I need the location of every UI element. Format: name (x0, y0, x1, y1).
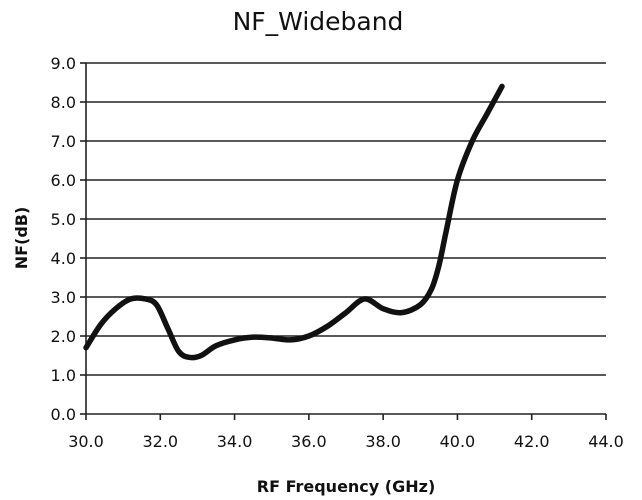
x-tick-label: 42.0 (514, 432, 550, 451)
axes (80, 62, 607, 420)
x-tick-label: 30.0 (68, 432, 104, 451)
chart-title: NF_Wideband (233, 7, 404, 36)
tick-labels: 0.0 1.0 2.0 3.0 4.0 5.0 6.0 7.0 8.0 9.0 30.0 32.0 34… (51, 54, 624, 451)
x-tick-label: 44.0 (588, 432, 624, 451)
nf-series-line (83, 83, 505, 361)
y-tick-label: 6.0 (51, 171, 76, 190)
x-tick-label: 34.0 (217, 432, 253, 451)
x-tick-label: 40.0 (440, 432, 476, 451)
y-tick-label: 4.0 (51, 249, 76, 268)
x-tick-label: 38.0 (365, 432, 401, 451)
y-axis-label: NF(dB) (12, 207, 31, 270)
y-tick-label: 8.0 (51, 93, 76, 112)
x-tick-label: 36.0 (291, 432, 327, 451)
y-tick-label: 9.0 (51, 54, 76, 73)
y-tick-label: 5.0 (51, 210, 76, 229)
y-tick-label: 7.0 (51, 132, 76, 151)
x-tick-label: 32.0 (142, 432, 178, 451)
y-tick-label: 1.0 (51, 366, 76, 385)
gridlines (86, 62, 606, 376)
x-axis-label: RF Frequency (GHz) (257, 477, 436, 496)
series-layer (83, 83, 505, 361)
y-tick-label: 2.0 (51, 327, 76, 346)
y-tick-label: 0.0 (51, 405, 76, 424)
y-tick-label: 3.0 (51, 288, 76, 307)
